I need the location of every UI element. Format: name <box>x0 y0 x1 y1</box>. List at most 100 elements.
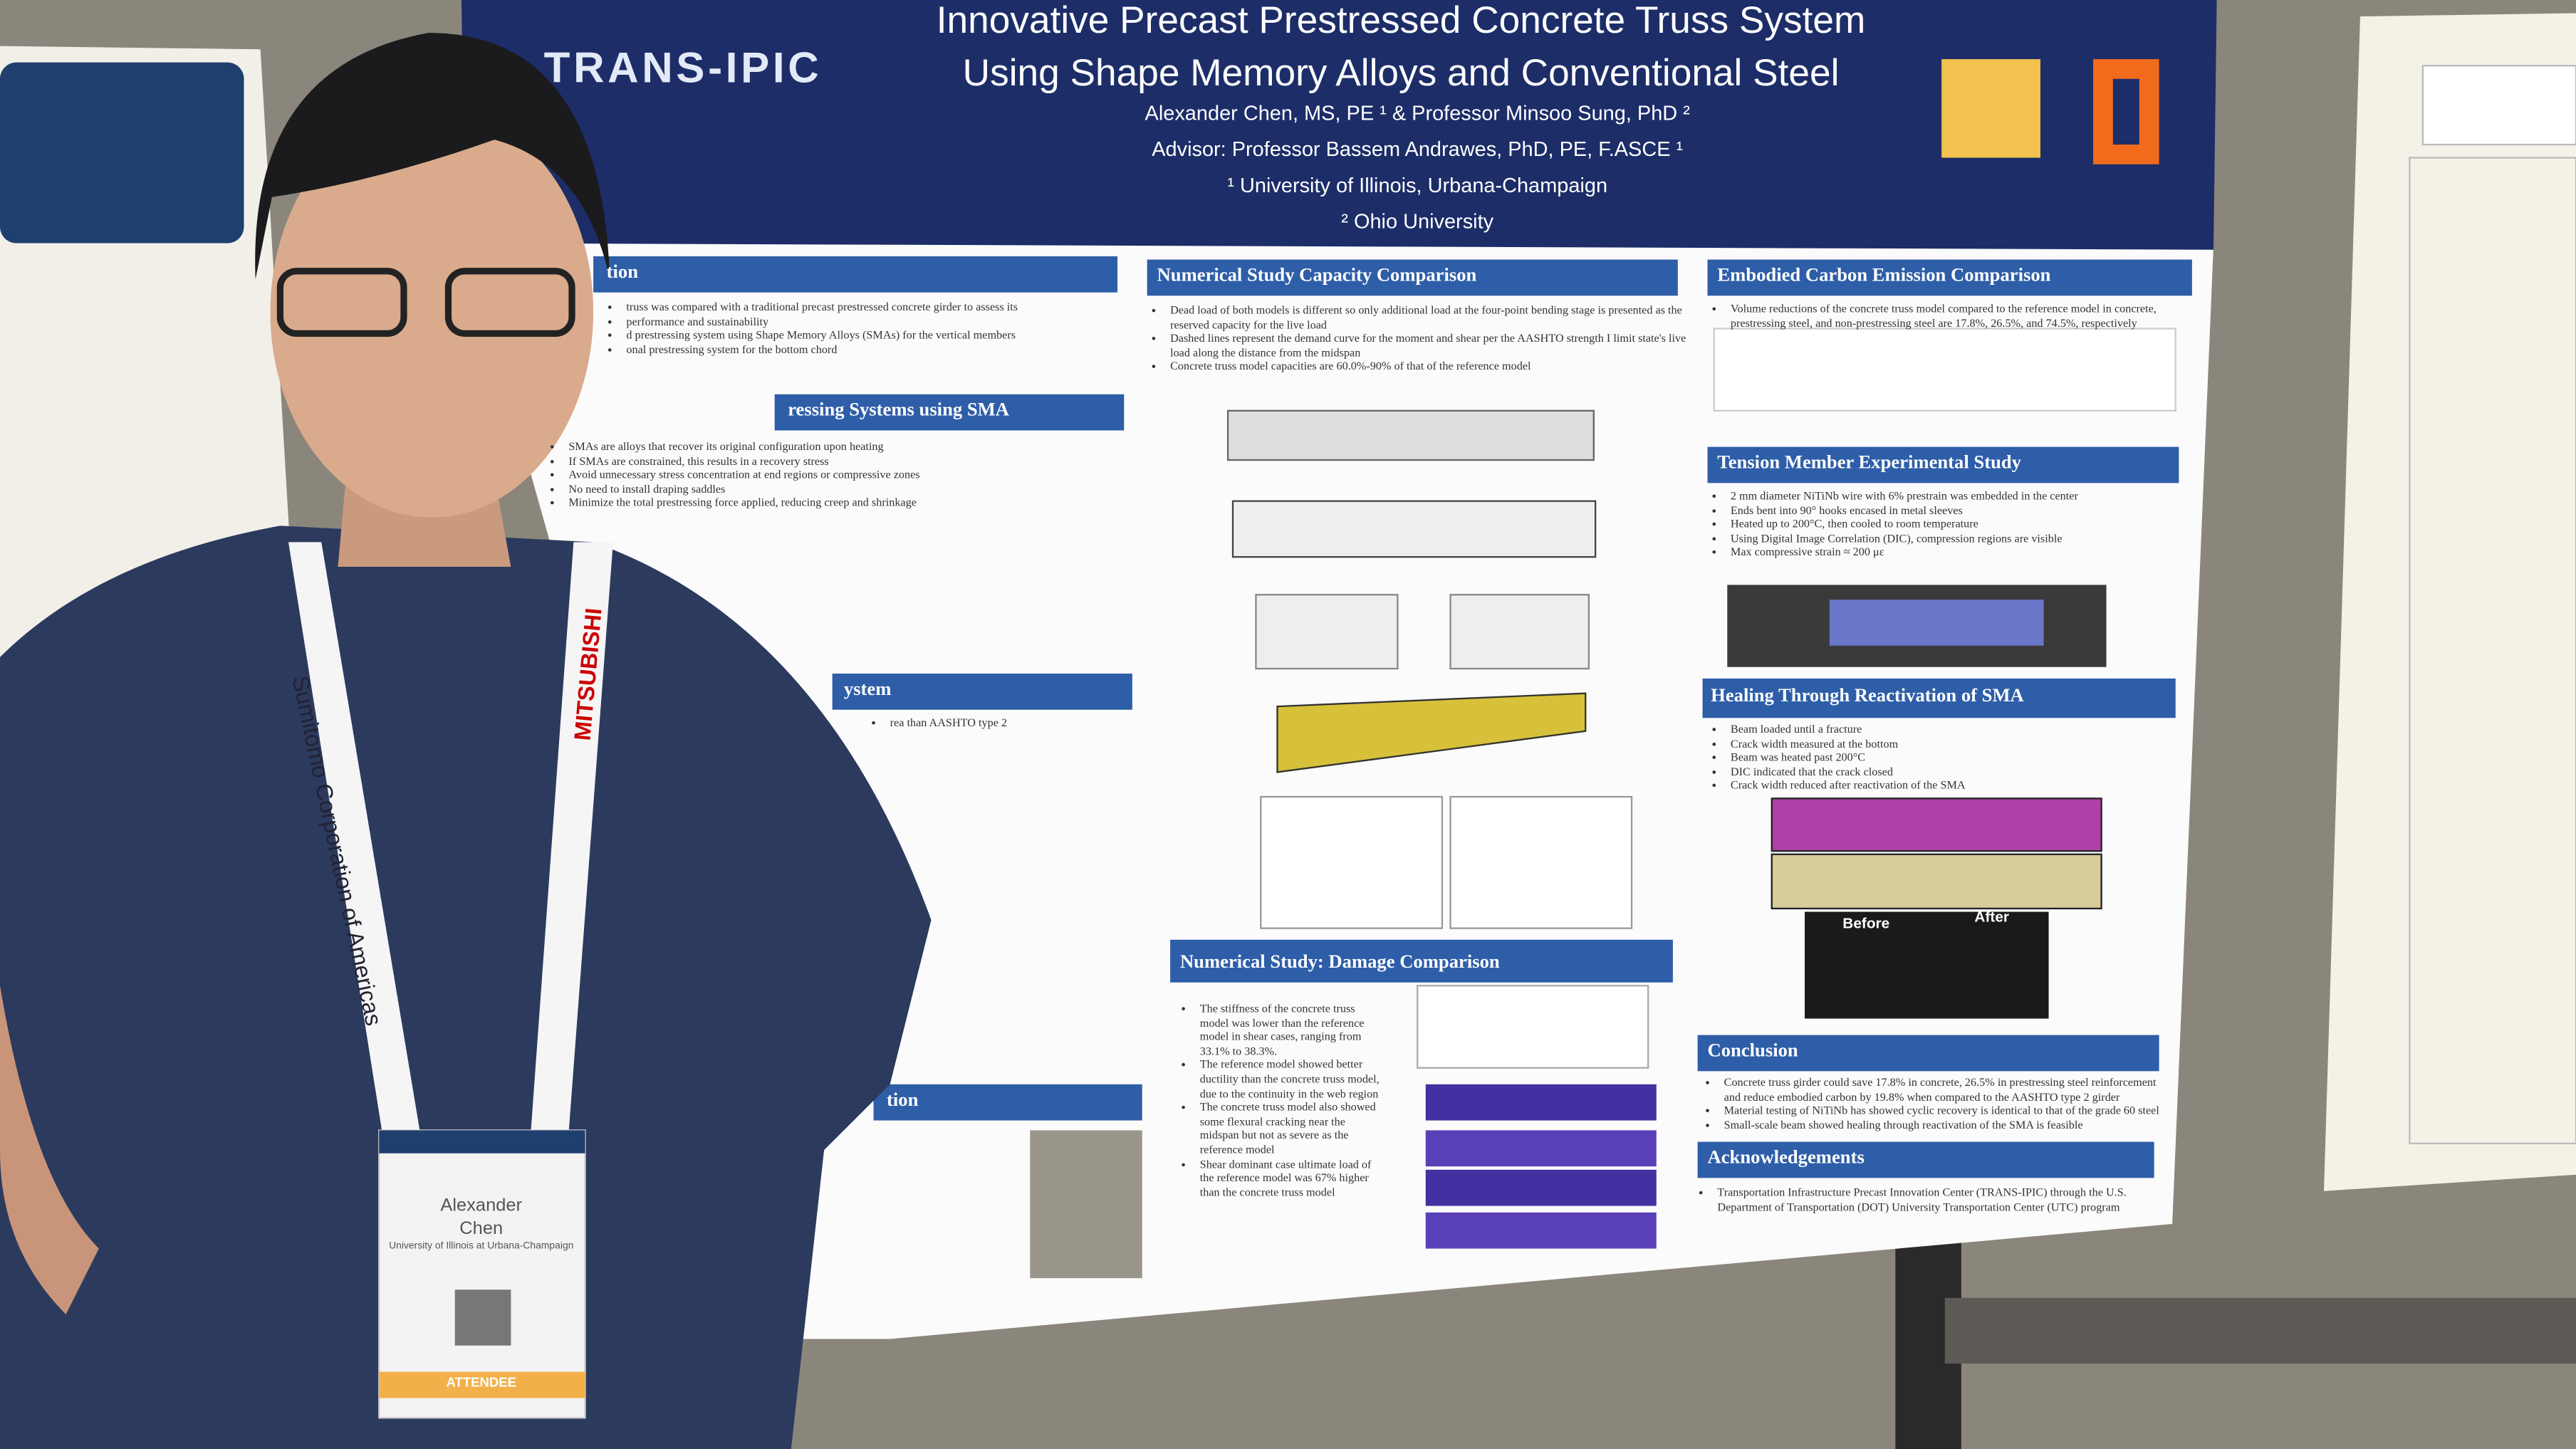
bar <box>593 256 1118 293</box>
poster-title: Innovative Precast Prestressed Concrete … <box>936 0 1866 41</box>
affiliation: ¹ University of Illinois, Urbana-Champai… <box>1227 174 1608 197</box>
badge-header <box>379 1130 585 1154</box>
section-heading: Tension Member Experimental Study <box>1717 453 2022 474</box>
bullet: The stiffness of the concrete truss mode… <box>1200 1002 1382 1058</box>
bullet: Minimize the total prestressing force ap… <box>568 497 1063 511</box>
figure-bars <box>1713 328 2176 412</box>
figure-healing <box>1771 853 2102 910</box>
bullet: Crack width reduced after reactivation o… <box>1731 780 2093 794</box>
figure-plot <box>1260 795 1444 929</box>
bullet: Concrete truss model capacities are 60.0… <box>1170 360 1689 375</box>
glasses <box>444 268 575 337</box>
bullet: Max compressive strain ≈ 200 με <box>1731 546 2159 560</box>
bullet-list: rea than AASHTO type 2 <box>874 716 1137 731</box>
bullet-list: truss was compared with a traditional pr… <box>610 300 1129 357</box>
logo-left <box>1941 59 2040 158</box>
lanyard-strap <box>531 542 613 1134</box>
section-heading: tion <box>887 1091 919 1111</box>
lanyard-strap <box>288 542 421 1134</box>
figure-dic-strain <box>1829 600 2044 646</box>
bar <box>1170 939 1673 983</box>
bullet: The concrete truss model also showed som… <box>1200 1101 1382 1157</box>
bullet: d prestressing system using Shape Memory… <box>626 329 1129 343</box>
badge <box>378 1129 586 1419</box>
bullet: rea than AASHTO type 2 <box>890 716 1137 731</box>
badge-name: Chen <box>459 1219 504 1239</box>
badge-name: Alexander <box>440 1196 523 1216</box>
bullet: onal prestressing system for the bottom … <box>626 343 1129 357</box>
badge-affiliation: University of Illinois at Urbana-Champai… <box>389 1242 574 1252</box>
right-poster-logos <box>2421 65 2576 146</box>
bullet-list: SMAs are alloys that recover its origina… <box>552 440 1063 511</box>
glasses <box>276 268 407 337</box>
bar <box>1147 259 1678 296</box>
figure-damage <box>1425 1084 1657 1121</box>
bullet-list: 2 mm diameter NiTiNb wire with 6% prestr… <box>1714 490 2159 560</box>
section-heading: Acknowledgements <box>1707 1148 1865 1168</box>
bar <box>1707 259 2192 296</box>
bullet: 2 mm diameter NiTiNb wire with 6% prestr… <box>1731 490 2159 504</box>
right-poster <box>2324 13 2576 1191</box>
bar <box>832 673 1132 710</box>
bullet: SMAs are alloys that recover its origina… <box>568 440 1063 454</box>
photo-label: Before <box>1842 915 1890 932</box>
bullet: The reference model showed better ductil… <box>1200 1059 1382 1101</box>
right-poster-frame <box>2409 157 2576 1145</box>
affiliation: ² Ohio University <box>1341 210 1494 234</box>
easel-bar <box>1944 1297 2576 1364</box>
bar <box>774 394 1125 431</box>
arm <box>0 985 99 1314</box>
section-heading: Numerical Study: Damage Comparison <box>1179 953 1500 973</box>
bar <box>1697 1141 2154 1178</box>
figure-plot <box>1449 795 1633 929</box>
section-heading: ystem <box>843 680 892 700</box>
bar <box>1702 678 2176 718</box>
figure-healing <box>1771 797 2102 852</box>
figures <box>1030 328 2176 1279</box>
bullet: DIC indicated that the crack closed <box>1731 765 2093 780</box>
bullet: truss was compared with a traditional pr… <box>626 300 1129 315</box>
hair <box>255 33 610 280</box>
bullet: Transportation Infrastructure Precast In… <box>1717 1186 2162 1215</box>
section-bars <box>593 256 2192 1178</box>
poster-title: Using Shape Memory Alloys and Convention… <box>962 51 1840 94</box>
bullet: If SMAs are constrained, this results in… <box>568 454 1063 469</box>
photo-label: After <box>1974 908 2010 926</box>
figure-photo <box>1030 1130 1142 1279</box>
section-heading: ressing Systems using SMA <box>788 400 1009 421</box>
bullet: Dashed lines represent the demand curve … <box>1170 333 1689 361</box>
figure-damage <box>1425 1130 1657 1167</box>
bullet: Ends bent into 90° hooks encased in meta… <box>1731 503 2159 518</box>
poster-header <box>461 0 2217 250</box>
bullet: Small-scale beam showed healing through … <box>1724 1119 2169 1133</box>
figure-before-after <box>1805 911 2049 1019</box>
figure-girder <box>1226 409 1595 461</box>
section-heading: Healing Through Reactivation of SMA <box>1711 686 2024 707</box>
bullet: Beam was heated past 200°C <box>1731 751 2093 765</box>
bullet-list: Dead load of both models is different so… <box>1154 304 1689 375</box>
section-heading: tion <box>606 263 638 283</box>
face <box>270 106 594 518</box>
bar <box>873 1084 1142 1121</box>
bullet-list: Transportation Infrastructure Precast In… <box>1701 1186 2162 1215</box>
bullet: Avoid unnecessary stress concentration a… <box>568 469 1063 483</box>
section-heading: Embodied Carbon Emission Comparison <box>1717 266 2051 286</box>
section-heading: Conclusion <box>1707 1041 1798 1062</box>
bullet: performance and sustainability <box>626 315 1129 329</box>
bar <box>1697 1035 2159 1072</box>
figure-3d-truss <box>1276 692 1587 773</box>
advisor: Advisor: Professor Bassem Andrawes, PhD,… <box>1152 137 1684 162</box>
logo-text: TRANS-IPIC <box>543 42 823 93</box>
bullet: Material testing of NiTiNb has showed cy… <box>1724 1104 2169 1119</box>
section-heading: Numerical Study Capacity Comparison <box>1157 266 1477 286</box>
figure-damage <box>1425 1169 1657 1206</box>
left-poster-box <box>0 62 244 244</box>
bullet-list: Volume reductions of the concrete truss … <box>1714 303 2201 331</box>
figure-section <box>1255 594 1399 670</box>
bullet: Dead load of both models is different so… <box>1170 304 1689 333</box>
person <box>0 33 932 1449</box>
bullet-list: Beam loaded until a fractureCrack width … <box>1714 723 2093 793</box>
